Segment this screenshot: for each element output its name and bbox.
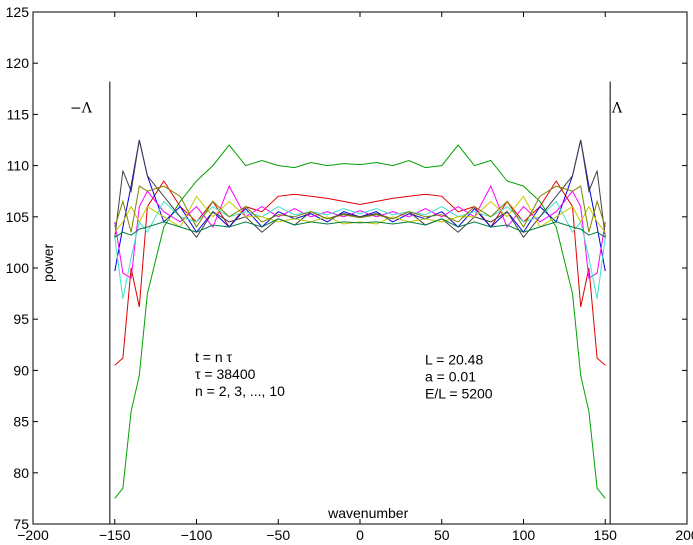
cutoff-left-label: −Λ	[70, 100, 93, 116]
series-line-6	[114, 139, 606, 239]
x-tick-label: −150	[99, 527, 131, 543]
annotation-left: t = n τ τ = 38400 n = 2, 3, ..., 10	[195, 349, 285, 399]
y-tick-label: 90	[13, 362, 29, 378]
x-tick-label: 0	[356, 527, 364, 543]
annotation-right-line-1: L = 20.48	[425, 351, 483, 367]
y-tick-label: 95	[13, 311, 29, 327]
y-tick-label: 125	[6, 4, 30, 20]
annotation-left-line-3: n = 2, 3, ..., 10	[195, 383, 285, 399]
annotation-right-line-2: a = 0.01	[425, 368, 476, 384]
x-tick-label: 200	[675, 527, 693, 543]
y-tick-label: 80	[13, 465, 29, 481]
series-line-3	[114, 139, 606, 272]
annotation-left-line-1: t = n τ	[195, 349, 233, 365]
x-tick-label: −100	[181, 527, 213, 543]
series-line-5	[114, 200, 606, 299]
series-line-2	[114, 180, 606, 366]
x-tick-label: 150	[594, 527, 618, 543]
annotation-right-line-3: E/L = 5200	[425, 385, 493, 401]
annotation-left-line-2: τ = 38400	[195, 366, 256, 382]
y-tick-label: 85	[13, 414, 29, 430]
cutoff-lines	[109, 81, 611, 524]
x-tick-label: 100	[512, 527, 536, 543]
y-tick-label: 110	[7, 158, 30, 174]
series-line-1	[114, 144, 606, 499]
y-tick-label: 100	[6, 260, 30, 276]
annotation-right: L = 20.48 a = 0.01 E/L = 5200	[425, 351, 493, 401]
series-line-8	[114, 185, 606, 233]
y-axis-label: power	[40, 243, 56, 281]
axis-ticks: −200 −150 −100 −50 0 50 100 150 200 75 80 85 90 95 100…	[6, 4, 693, 543]
x-tick-label: 50	[434, 527, 450, 543]
y-tick-label: 75	[13, 516, 29, 532]
y-tick-label: 120	[6, 55, 30, 71]
cutoff-right-label: Λ	[611, 100, 623, 116]
series-line-7	[114, 195, 606, 233]
x-axis-label: wavenumber	[327, 505, 408, 521]
y-tick-label: 115	[7, 106, 30, 122]
x-tick-label: −200	[17, 527, 49, 543]
series-layer	[114, 139, 606, 499]
series-line-4	[114, 184, 606, 280]
series-line-9	[114, 218, 606, 238]
x-tick-label: −50	[266, 527, 290, 543]
y-tick-label: 105	[6, 209, 30, 225]
